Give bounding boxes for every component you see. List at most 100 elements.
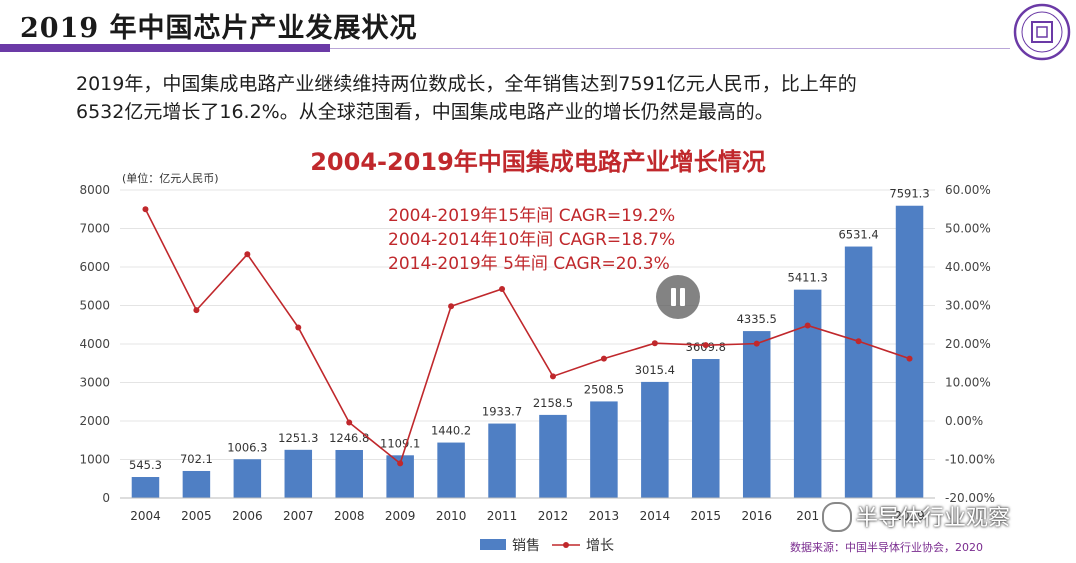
cagr-annotation: 2004-2019年15年间 CAGR=19.2% xyxy=(388,206,675,226)
y-left-tick-label: 5000 xyxy=(79,299,110,313)
growth-point-2008 xyxy=(346,419,353,426)
bar-2005 xyxy=(182,470,211,498)
bar-value-label: 6531.4 xyxy=(838,228,878,242)
x-tick-label: 201 xyxy=(796,509,819,523)
bar-2014 xyxy=(641,381,669,498)
wechat-icon xyxy=(822,502,852,532)
x-tick-label: 2015 xyxy=(691,509,722,523)
x-tick-label: 2008 xyxy=(334,509,365,523)
cagr-annotations: 2004-2019年15年间 CAGR=19.2% 2004-2014年10年间 … xyxy=(388,206,675,274)
growth-point-2018 xyxy=(855,338,862,345)
intro-line-2: 6532亿元增长了16.2%。从全球范围看，中国集成电路产业的增长仍然是最高的。 xyxy=(76,101,774,123)
bar-value-label: 1251.3 xyxy=(278,431,318,445)
x-tick-label: 2005 xyxy=(181,509,212,523)
y-right-tick-label: 60.00% xyxy=(945,183,991,197)
legend: 销售 增长 xyxy=(480,538,614,554)
bar-value-label: 2158.5 xyxy=(533,396,573,410)
bar-2006 xyxy=(233,459,262,498)
x-tick-label: 2019 xyxy=(894,509,925,523)
y-right-tick-label: 30.00% xyxy=(945,299,991,313)
y-left-tick-label: 8000 xyxy=(79,183,110,197)
x-tick-label: 2006 xyxy=(232,509,263,523)
bar-value-label: 1440.2 xyxy=(431,424,471,438)
bar-value-label: 5411.3 xyxy=(788,271,828,285)
pause-button[interactable] xyxy=(656,275,700,319)
bar-value-label: 1006.3 xyxy=(227,440,267,454)
legend-label-sales: 销售 xyxy=(512,538,540,554)
growth-point-2010 xyxy=(448,303,455,310)
bar-value-label: 545.3 xyxy=(129,458,162,472)
y-left-tick-label: 7000 xyxy=(79,222,110,236)
growth-line xyxy=(144,208,910,465)
bar-2011 xyxy=(488,423,516,498)
bar-2008 xyxy=(335,449,363,498)
cagr-annotation: 2014-2019年 5年间 CAGR=20.3% xyxy=(388,254,670,274)
x-tick-label: 2004 xyxy=(130,509,161,523)
bar-2012 xyxy=(539,414,567,498)
bar-value-label: 4335.5 xyxy=(737,312,777,326)
chart-title: 2004-2019年中国集成电路产业增长情况 xyxy=(310,148,766,176)
growth-point-2012 xyxy=(549,373,556,380)
bar-value-label: 3015.4 xyxy=(635,363,675,377)
legend-swatch-sales xyxy=(480,539,506,550)
bar-2016 xyxy=(742,331,771,498)
y-left-tick-label: 0 xyxy=(102,491,110,505)
bar-value-label: 2508.5 xyxy=(584,382,624,396)
x-tick-label: 2014 xyxy=(640,509,671,523)
y-left-tick-label: 3000 xyxy=(79,376,110,390)
bar-value-label: 702.1 xyxy=(180,452,213,466)
intro-paragraph: 2019年，中国集成电路产业继续维持两位数成长，全年销售达到7591亿元人民币，… xyxy=(76,70,1036,126)
growth-point-2004 xyxy=(142,206,149,213)
x-tick-label: 2009 xyxy=(385,509,416,523)
bar-2007 xyxy=(284,449,313,498)
unit-label: (单位：亿元人民币) xyxy=(122,171,219,185)
growth-point-2006 xyxy=(244,251,251,258)
bar-value-label: 1933.7 xyxy=(482,405,522,419)
y-right-tick-label: 10.00% xyxy=(945,376,991,390)
bar-2017 xyxy=(793,289,822,498)
intro-line-1: 2019年，中国集成电路产业继续维持两位数成长，全年销售达到7591亿元人民币，… xyxy=(76,73,857,95)
bar-2010 xyxy=(437,442,465,498)
growth-point-2019 xyxy=(906,355,913,362)
watermark-text: 半导体行业观察 xyxy=(856,506,1011,531)
x-tick-label: 2013 xyxy=(589,509,620,523)
bar-value-label: 1109.1 xyxy=(380,436,420,450)
x-tick-label: 2011 xyxy=(487,509,518,523)
university-seal-logo xyxy=(1013,3,1071,61)
watermark: 半导体行业观察 xyxy=(822,500,1010,534)
x-tick-label: 2012 xyxy=(538,509,569,523)
title-rule xyxy=(330,48,1010,49)
bar-value-label: 7591.3 xyxy=(889,187,929,201)
y-left-tick-label: 2000 xyxy=(79,414,110,428)
slide-title: 2019 年中国芯片产业发展状况 xyxy=(20,13,418,44)
y-left-tick-label: 4000 xyxy=(79,337,110,351)
growth-point-2015 xyxy=(702,342,709,349)
bar-value-label: 1246.8 xyxy=(329,431,369,445)
y-right-tick-label: -20.00% xyxy=(945,491,995,505)
bar-2019 xyxy=(895,205,924,498)
growth-point-2013 xyxy=(600,355,607,362)
axes: 0 1000 2000 3000 4000 5000 6000 7000 8000 -20.00%… xyxy=(79,183,995,523)
y-left-tick-label: 6000 xyxy=(79,260,110,274)
y-right-tick-label: 0.00% xyxy=(945,414,983,428)
y-right-tick-label: -10.00% xyxy=(945,453,995,467)
legend-label-growth: 增长 xyxy=(586,538,614,554)
bar-2004 xyxy=(131,477,160,498)
growth-point-2016 xyxy=(753,340,760,347)
data-source: 数据来源：中国半导体行业协会，2020 xyxy=(790,541,983,554)
y-right-tick-label: 20.00% xyxy=(945,337,991,351)
growth-point-2007 xyxy=(295,324,302,331)
bar-2013 xyxy=(590,401,618,498)
x-tick-label: 2016 xyxy=(741,509,772,523)
pause-icon xyxy=(671,288,676,306)
y-right-tick-label: 50.00% xyxy=(945,222,991,236)
growth-point-2014 xyxy=(651,340,658,347)
bar-2018 xyxy=(844,246,873,498)
growth-point-2009 xyxy=(397,460,404,467)
growth-point-2017 xyxy=(804,322,811,329)
cagr-annotation: 2004-2014年10年间 CAGR=18.7% xyxy=(388,230,675,250)
y-right-tick-label: 40.00% xyxy=(945,260,991,274)
title-underline xyxy=(0,44,330,52)
x-tick-label: 2007 xyxy=(283,509,314,523)
